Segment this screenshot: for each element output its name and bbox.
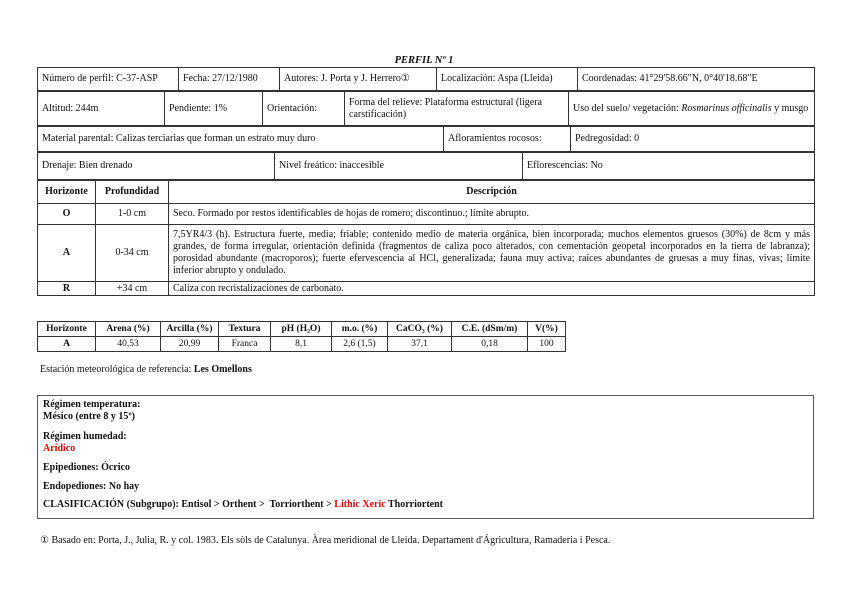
- temp-regime-label: Régimen temperatura:: [43, 399, 141, 410]
- water-table: Nivel freático: inaccesible: [274, 152, 523, 180]
- cell: 2,6 (1,5): [331, 336, 388, 352]
- horizons-table: Horizonte Profundidad Descripción O 1-0 …: [37, 180, 815, 296]
- horizon: A: [37, 224, 96, 282]
- header: m.o. (%): [331, 321, 388, 337]
- classification-suffix: Thorriortent: [385, 499, 443, 510]
- horizon: R: [37, 281, 96, 296]
- slope: Pendiente: 1%: [164, 91, 263, 126]
- table-row: R +34 cm Caliza con recristalizaciones d…: [37, 281, 815, 296]
- header: Arcilla (%): [160, 321, 219, 337]
- description: Caliza con recristalizaciones de carbona…: [168, 281, 815, 296]
- horizon: O: [37, 203, 96, 225]
- header: V(%): [527, 321, 566, 337]
- cell: 37,1: [387, 336, 452, 352]
- profile-row-2: Altitud: 244m Pendiente: 1% Orientación:…: [37, 91, 815, 126]
- header-descripcion: Descripción: [168, 180, 815, 204]
- profile-row-1: Número de perfil: C-37-ASP Fecha: 27/12/…: [37, 67, 815, 91]
- efflorescence: Eflorescencias: No: [522, 152, 815, 180]
- table-row: O 1-0 cm Seco. Formado por restos identi…: [37, 203, 815, 225]
- footnote: ① Basado en: Porta, J., Julia, R. y col.…: [40, 535, 611, 546]
- analysis-table: Horizonte Arena (%) Arcilla (%) Textura pH (…: [37, 321, 566, 352]
- rock-outcrops: Afloramientos rocosos:: [443, 126, 571, 152]
- profile-row-4: Drenaje: Bien drenado Nivel freático: in…: [37, 152, 815, 180]
- coordinates: Coordenadas: 41°29'58.66"N, 0°40'18.68"E: [577, 67, 815, 91]
- moisture-regime-label: Régimen humedad:: [43, 431, 127, 442]
- page-title: PERFIL Nº 1: [394, 55, 454, 66]
- header: CaCO₃ (%): [387, 321, 452, 337]
- classification: CLASIFICACIÓN (Subgrupo): Entisol > Orth…: [43, 499, 443, 510]
- classification-box: Régimen temperatura: Mésico (entre 8 y 1…: [37, 395, 814, 519]
- endopedons: Endopediones: No hay: [43, 481, 140, 492]
- profile-number: Número de perfil: C-37-ASP: [37, 67, 179, 91]
- authors: Autores: J. Porta y J. Herrero①: [279, 67, 437, 91]
- location: Localización: Aspa (Lleida): [436, 67, 578, 91]
- land-use-label: Uso del suelo/ vegetación:: [573, 102, 682, 114]
- cell: 40,53: [95, 336, 161, 352]
- header: Horizonte: [37, 321, 96, 337]
- depth: +34 cm: [95, 281, 169, 296]
- temp-regime-value: Mésico (entre 8 y 15º): [43, 411, 135, 422]
- classification-highlight: Lithic Xeric: [334, 499, 386, 510]
- moisture-regime-value: Arídico: [43, 443, 76, 454]
- profile-row-3: Material parental: Calizas terciarias qu…: [37, 126, 815, 152]
- station-value: Les Omellons: [193, 364, 252, 375]
- station-label: Estación meteorológica de referencia:: [40, 364, 194, 375]
- species: Rosmarinus officinalis: [681, 102, 772, 114]
- header: Textura: [218, 321, 271, 337]
- stoniness: Pedregosidad: 0: [570, 126, 815, 152]
- description: 7,5YR4/3 (h). Estructura fuerte, media; …: [168, 224, 815, 282]
- land-use-rest: y musgo: [771, 102, 809, 114]
- depth: 1-0 cm: [95, 203, 169, 225]
- cell: 100: [527, 336, 566, 352]
- cell: 8,1: [270, 336, 332, 352]
- cell: 20,99: [160, 336, 219, 352]
- epipedons: Epipediones: Ócrico: [43, 462, 130, 473]
- land-use: Uso del suelo/ vegetación: Rosmarinus of…: [568, 91, 815, 126]
- parent-material: Material parental: Calizas terciarias qu…: [37, 126, 444, 152]
- cell: 0,18: [451, 336, 528, 352]
- altitude: Altitud: 244m: [37, 91, 165, 126]
- header-horizonte: Horizonte: [37, 180, 96, 204]
- cell: Franca: [218, 336, 271, 352]
- description: Seco. Formado por restos identificables …: [168, 203, 815, 225]
- drainage: Drenaje: Bien drenado: [37, 152, 275, 180]
- header: C.E. (dSm/m): [451, 321, 528, 337]
- weather-station: Estación meteorológica de referencia: Le…: [40, 364, 252, 375]
- depth: 0-34 cm: [95, 224, 169, 282]
- header: pH (H₂O): [270, 321, 332, 337]
- cell: A: [37, 336, 96, 352]
- header: Arena (%): [95, 321, 161, 337]
- table-row: A 40,53 20,99 Franca 8,1 2,6 (1,5) 37,1 0,18 100: [37, 336, 566, 352]
- date: Fecha: 27/12/1980: [178, 67, 280, 91]
- landform: Forma del relieve: Plataforma estructura…: [344, 91, 569, 126]
- orientation: Orientación:: [262, 91, 345, 126]
- table-row: A 0-34 cm 7,5YR4/3 (h). Estructura fuert…: [37, 224, 815, 282]
- classification-prefix: CLASIFICACIÓN (Subgrupo): Entisol > Orth…: [43, 499, 335, 510]
- header-profundidad: Profundidad: [95, 180, 169, 204]
